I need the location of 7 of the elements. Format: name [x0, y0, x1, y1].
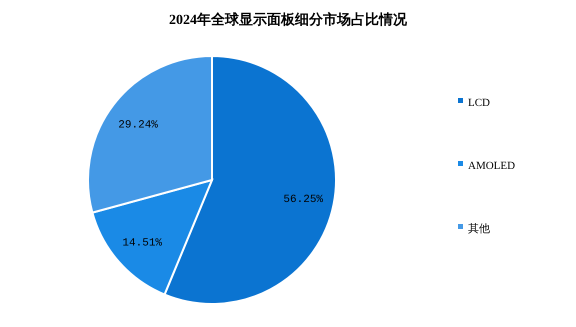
legend-label: 其他: [468, 222, 490, 235]
chart-title: 2024年全球显示面板细分市场占比情况: [169, 11, 408, 28]
legend-label: LCD: [468, 96, 490, 109]
data-label: 29.24%: [118, 119, 158, 132]
data-label: 14.51%: [122, 237, 162, 250]
legend-label: AMOLED: [468, 160, 516, 172]
data-label: 56.25%: [283, 194, 324, 206]
